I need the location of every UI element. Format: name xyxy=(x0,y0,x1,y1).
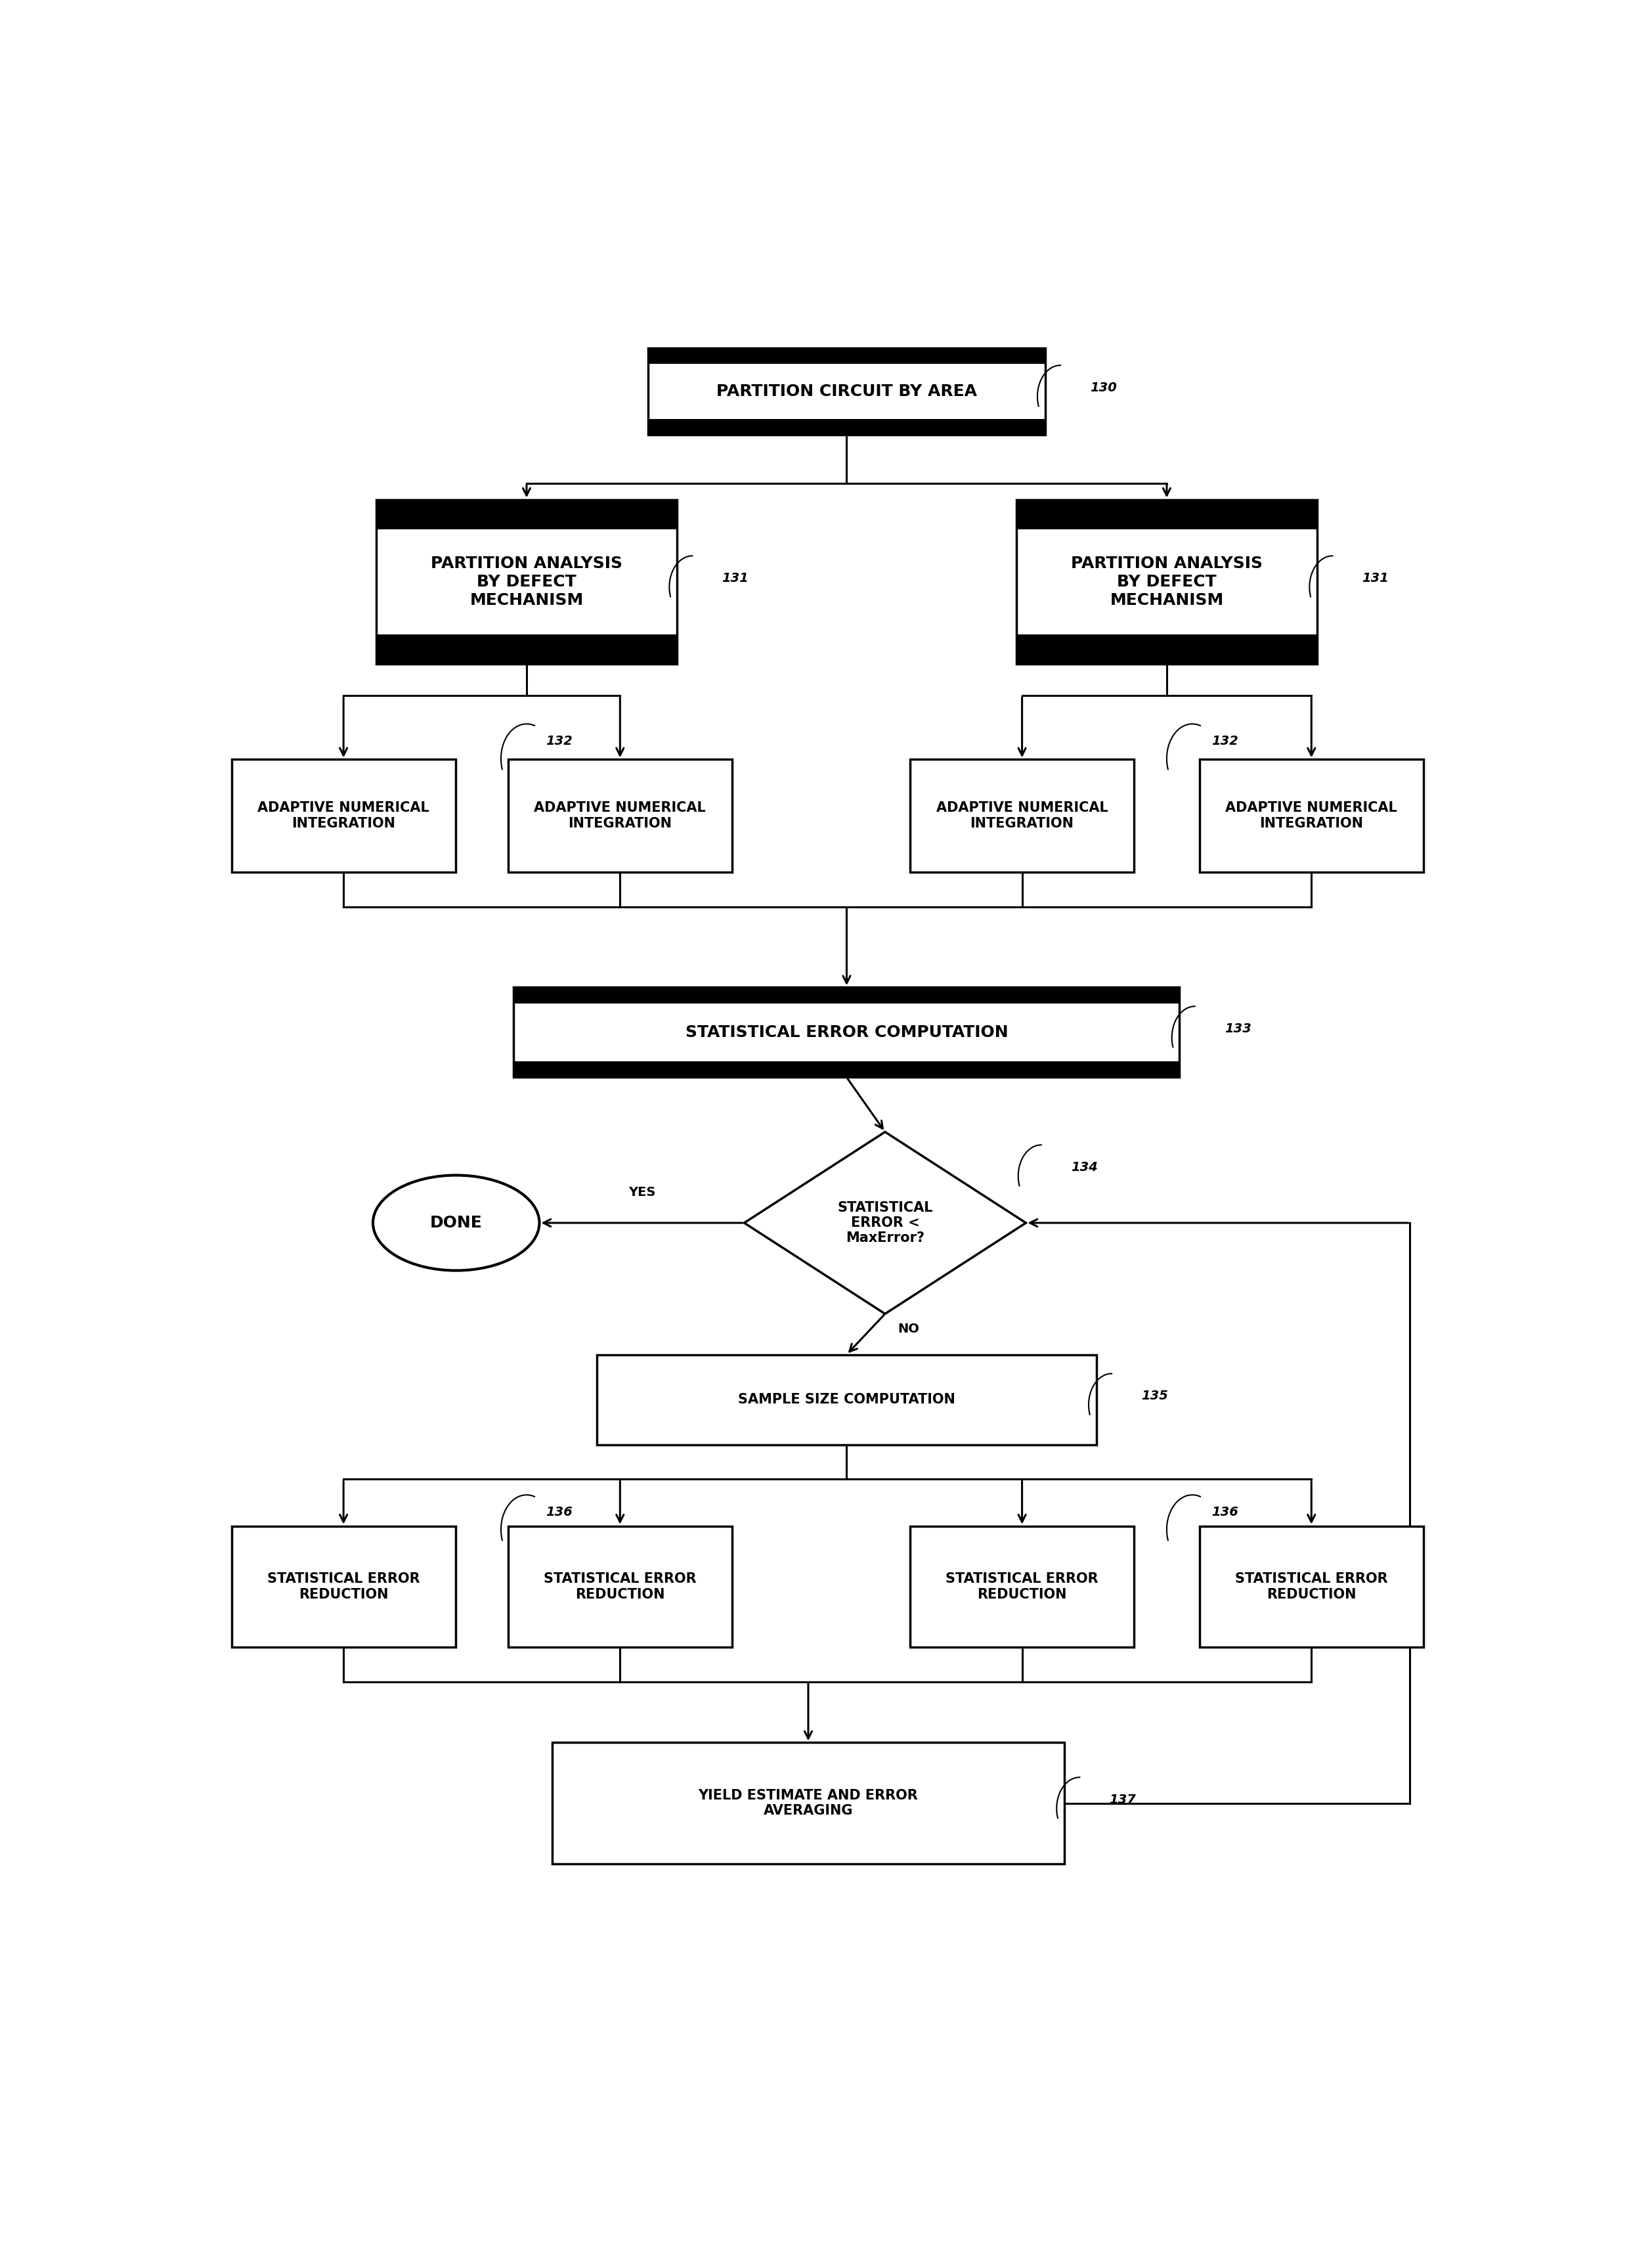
Text: NO: NO xyxy=(899,1323,920,1334)
FancyBboxPatch shape xyxy=(377,634,677,664)
Text: 132: 132 xyxy=(545,736,573,747)
FancyBboxPatch shape xyxy=(514,988,1180,1003)
FancyBboxPatch shape xyxy=(231,1526,456,1647)
Text: ADAPTIVE NUMERICAL
INTEGRATION: ADAPTIVE NUMERICAL INTEGRATION xyxy=(258,801,430,830)
Text: 136: 136 xyxy=(545,1505,573,1519)
Text: SAMPLE SIZE COMPUTATION: SAMPLE SIZE COMPUTATION xyxy=(738,1393,955,1406)
FancyBboxPatch shape xyxy=(514,1062,1180,1078)
Text: ADAPTIVE NUMERICAL
INTEGRATION: ADAPTIVE NUMERICAL INTEGRATION xyxy=(937,801,1108,830)
FancyBboxPatch shape xyxy=(648,349,1046,364)
FancyBboxPatch shape xyxy=(1016,634,1317,664)
Text: 133: 133 xyxy=(1224,1022,1251,1035)
Text: STATISTICAL ERROR COMPUTATION: STATISTICAL ERROR COMPUTATION xyxy=(686,1024,1008,1040)
FancyBboxPatch shape xyxy=(377,500,677,664)
FancyBboxPatch shape xyxy=(509,760,732,873)
FancyBboxPatch shape xyxy=(509,1526,732,1647)
Text: 137: 137 xyxy=(1108,1793,1137,1807)
Text: 130: 130 xyxy=(1090,383,1117,394)
Polygon shape xyxy=(745,1132,1026,1314)
Text: 134: 134 xyxy=(1070,1161,1097,1174)
Text: PARTITION CIRCUIT BY AREA: PARTITION CIRCUIT BY AREA xyxy=(717,383,976,398)
FancyBboxPatch shape xyxy=(514,988,1180,1078)
Text: STATISTICAL
ERROR <
MaxError?: STATISTICAL ERROR < MaxError? xyxy=(838,1202,933,1244)
Text: 131: 131 xyxy=(1361,572,1389,585)
FancyBboxPatch shape xyxy=(648,349,1046,434)
FancyBboxPatch shape xyxy=(1199,760,1424,873)
FancyBboxPatch shape xyxy=(552,1742,1064,1863)
Text: ADAPTIVE NUMERICAL
INTEGRATION: ADAPTIVE NUMERICAL INTEGRATION xyxy=(1226,801,1398,830)
Text: STATISTICAL ERROR
REDUCTION: STATISTICAL ERROR REDUCTION xyxy=(1236,1573,1388,1602)
Text: 136: 136 xyxy=(1211,1505,1239,1519)
Text: DONE: DONE xyxy=(430,1215,482,1231)
Text: 135: 135 xyxy=(1142,1390,1168,1402)
FancyBboxPatch shape xyxy=(231,760,456,873)
Text: STATISTICAL ERROR
REDUCTION: STATISTICAL ERROR REDUCTION xyxy=(945,1573,1099,1602)
Ellipse shape xyxy=(373,1174,539,1271)
Text: STATISTICAL ERROR
REDUCTION: STATISTICAL ERROR REDUCTION xyxy=(544,1573,697,1602)
FancyBboxPatch shape xyxy=(1199,1526,1424,1647)
FancyBboxPatch shape xyxy=(910,1526,1133,1647)
FancyBboxPatch shape xyxy=(1016,500,1317,529)
Text: 131: 131 xyxy=(722,572,748,585)
FancyBboxPatch shape xyxy=(648,418,1046,434)
Text: PARTITION ANALYSIS
BY DEFECT
MECHANISM: PARTITION ANALYSIS BY DEFECT MECHANISM xyxy=(1070,556,1262,608)
FancyBboxPatch shape xyxy=(1016,500,1317,664)
Text: PARTITION ANALYSIS
BY DEFECT
MECHANISM: PARTITION ANALYSIS BY DEFECT MECHANISM xyxy=(431,556,623,608)
FancyBboxPatch shape xyxy=(910,760,1133,873)
Text: 132: 132 xyxy=(1211,736,1239,747)
Text: YES: YES xyxy=(628,1186,656,1199)
Text: YIELD ESTIMATE AND ERROR
AVERAGING: YIELD ESTIMATE AND ERROR AVERAGING xyxy=(699,1789,919,1818)
FancyBboxPatch shape xyxy=(377,500,677,529)
Text: ADAPTIVE NUMERICAL
INTEGRATION: ADAPTIVE NUMERICAL INTEGRATION xyxy=(534,801,705,830)
FancyBboxPatch shape xyxy=(596,1354,1097,1444)
Text: STATISTICAL ERROR
REDUCTION: STATISTICAL ERROR REDUCTION xyxy=(268,1573,420,1602)
